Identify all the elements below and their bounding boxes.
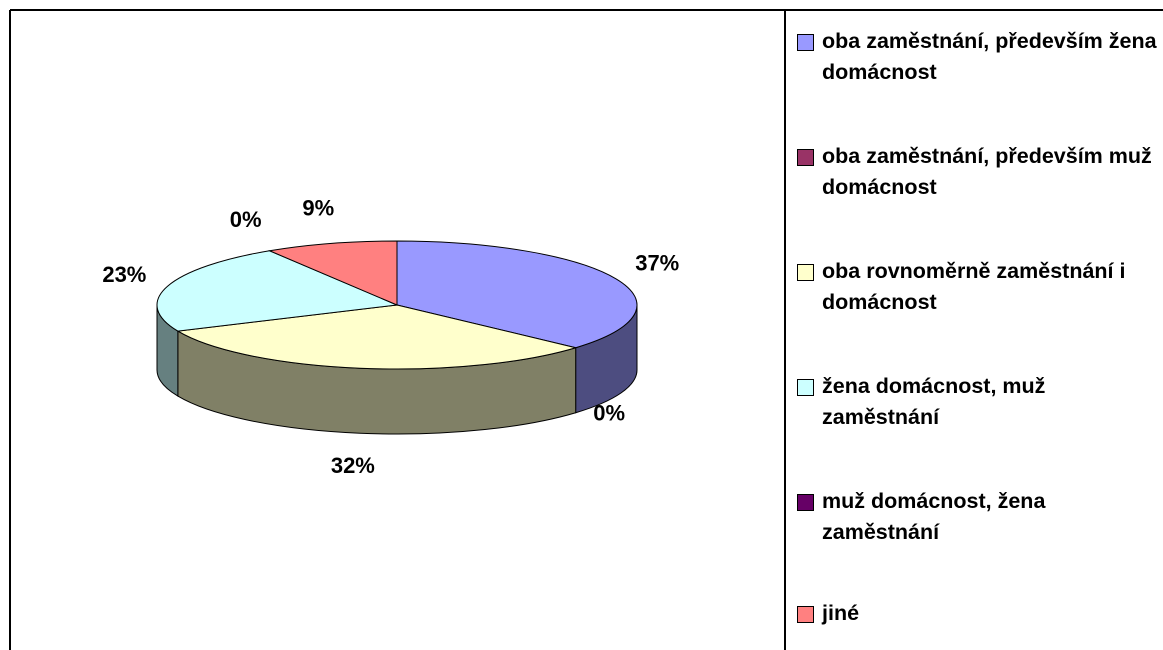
pie-slice <box>396 240 638 349</box>
legend-label: oba zaměstnání, především muž domácnost <box>822 144 1152 199</box>
pie-sides <box>156 304 638 435</box>
legend-label: jiné <box>822 601 860 625</box>
legend-swatch <box>797 149 814 166</box>
legend-label: oba rovnoměrně zaměstnání i domácnost <box>822 259 1126 314</box>
legend-label: muž domácnost, žena zaměstnání <box>822 489 1046 544</box>
data-label: 9% <box>302 196 334 221</box>
legend-swatch <box>797 494 814 511</box>
legend-swatch <box>797 264 814 281</box>
pie-slice <box>156 250 399 332</box>
data-label: 0% <box>230 207 262 232</box>
legend-label: žena domácnost, muž zaměstnání <box>822 374 1046 429</box>
legend-swatch <box>797 606 814 623</box>
legend-swatch <box>797 379 814 396</box>
pie-slice <box>176 304 578 370</box>
pie-tops <box>156 240 638 370</box>
data-labels: 37% 0% 32% 23% 0% 9% <box>102 196 679 478</box>
legend-swatch <box>797 34 814 51</box>
legend-label: oba zaměstnání, především žena domácnost <box>822 29 1157 84</box>
pie-slice <box>267 240 398 306</box>
data-label: 37% <box>635 250 679 275</box>
data-label: 32% <box>331 453 375 478</box>
data-label: 23% <box>102 262 146 287</box>
data-label: 0% <box>593 400 625 425</box>
